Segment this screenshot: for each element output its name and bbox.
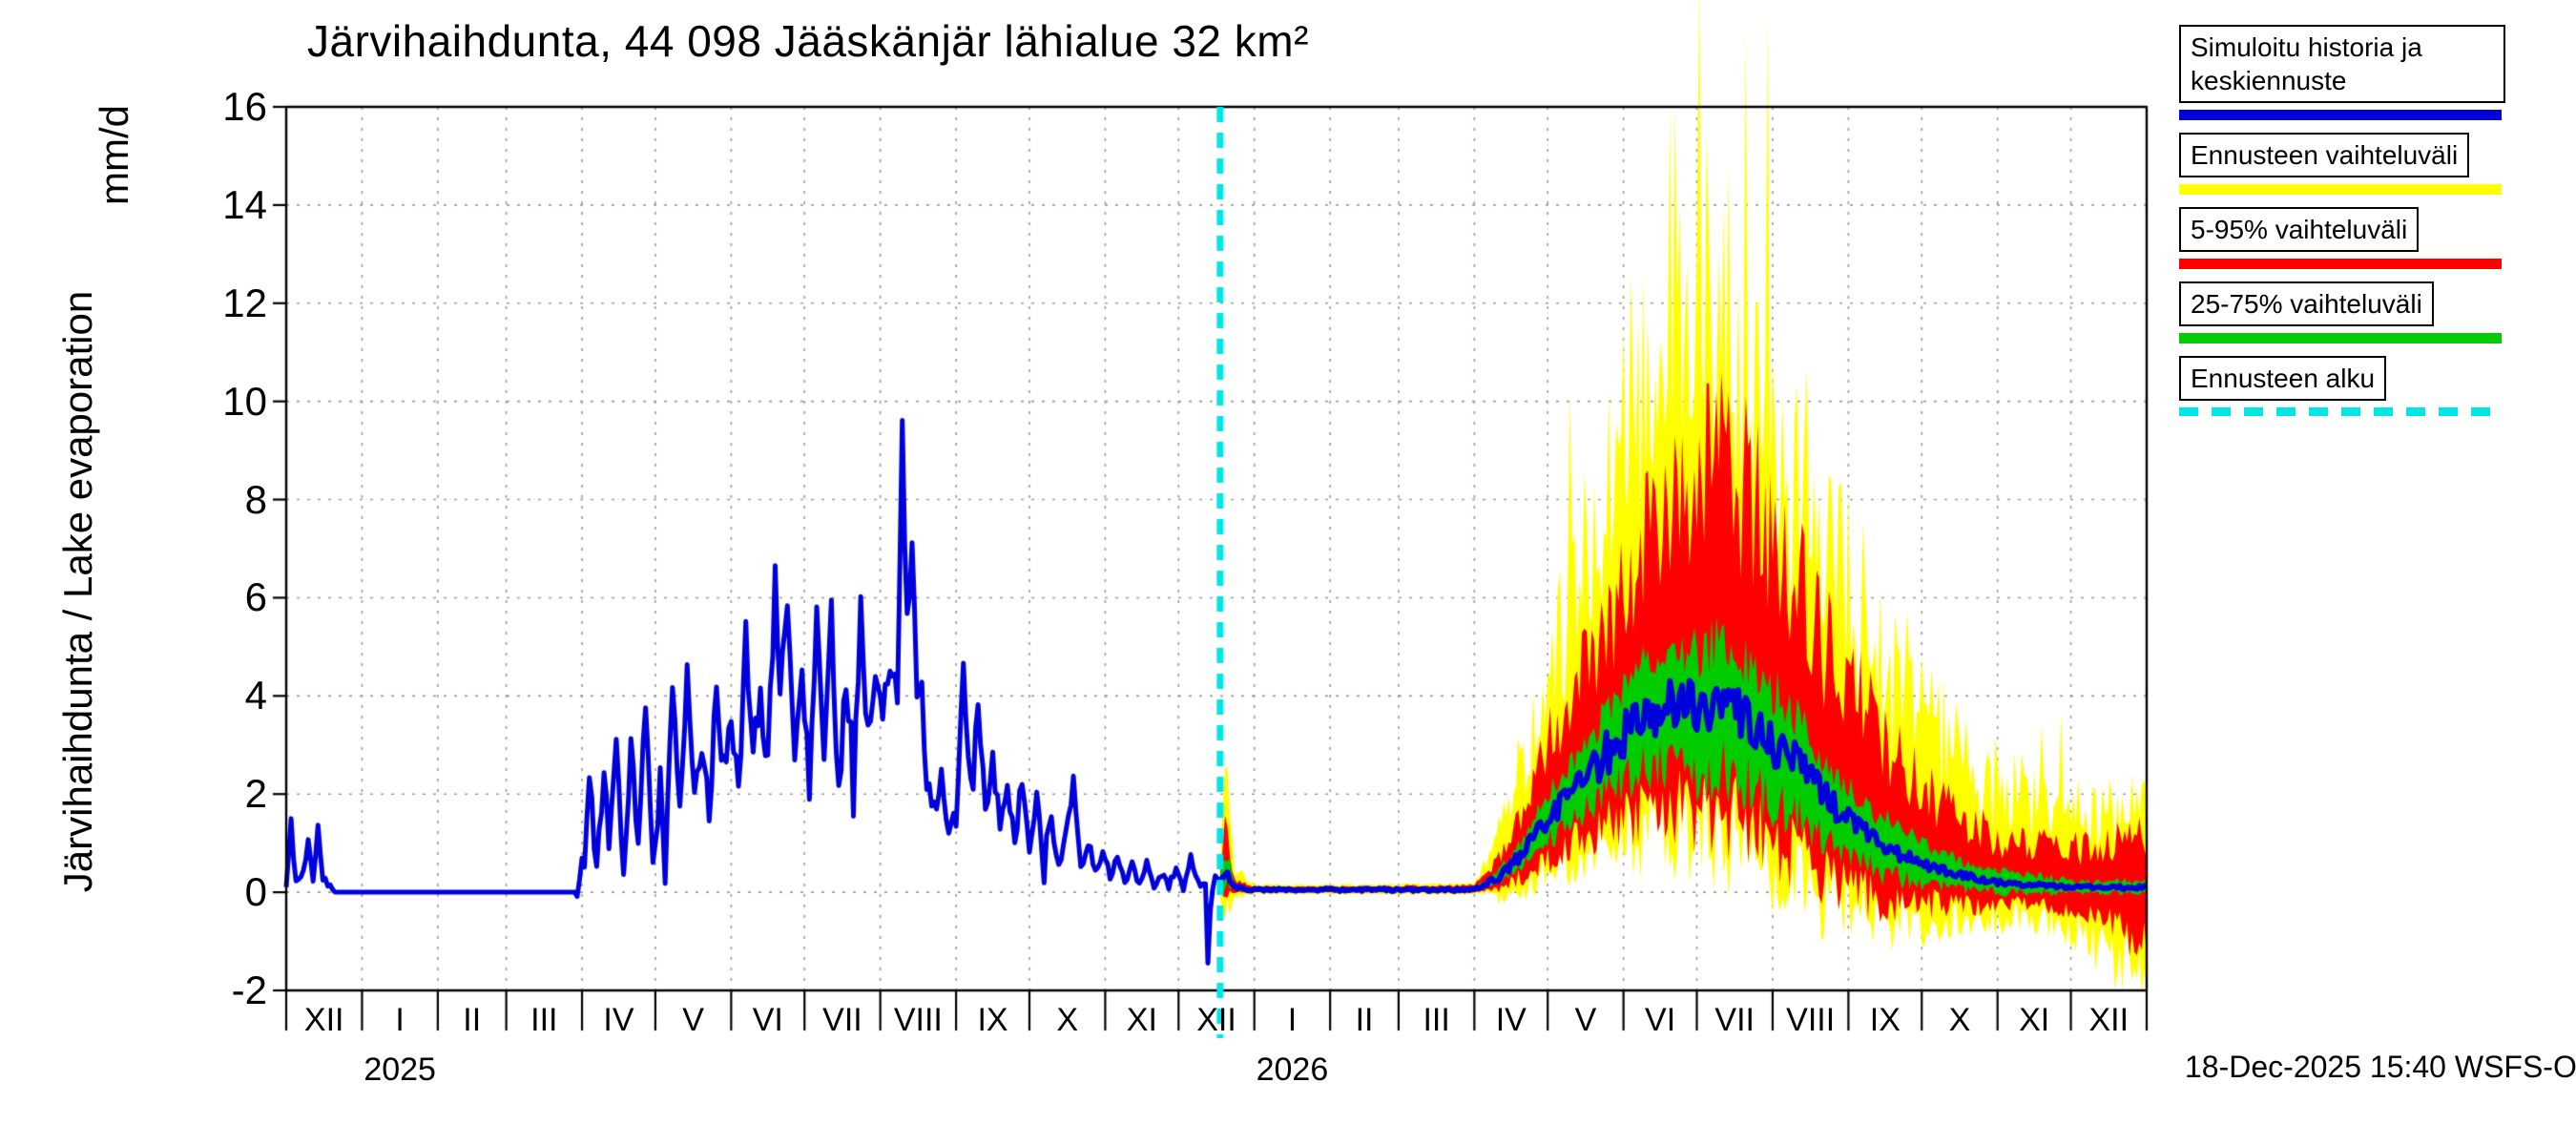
legend-line [2179,259,2502,269]
x-month-label: XII [2088,1002,2129,1038]
x-month-label: II [463,1002,482,1038]
y-tick-label: 14 [222,181,267,227]
x-month-label: IX [977,1002,1008,1038]
legend-entry-2: 5-95% vaihteluväli [2179,207,2523,269]
legend-label: 5-95% vaihteluväli [2179,207,2420,252]
legend-entry-1: Ennusteen vaihteluväli [2179,133,2523,195]
legend: Simuloitu historia ja keskiennuste Ennust… [2179,25,2523,428]
x-month-label: III [530,1002,558,1038]
x-month-label: IX [1869,1002,1901,1038]
y-tick-label: 0 [244,869,267,915]
x-month-label: I [1287,1002,1298,1038]
legend-label: Ennusteen alku [2179,356,2387,401]
x-month-label: V [1574,1002,1597,1038]
y-tick-label: 6 [244,574,267,620]
timestamp: 18-Dec-2025 15:40 WSFS-O [2185,1050,2576,1084]
legend-entry-3: 25-75% vaihteluväli [2179,281,2523,344]
x-month-label: IV [603,1002,634,1038]
year-label: 2025 [364,1051,436,1088]
legend-label: 25-75% vaihteluväli [2179,281,2434,326]
y-axis-label: Järvihaihdunta / Lake evaporation [55,290,100,893]
x-month-label: X [1056,1002,1079,1038]
legend-line [2179,110,2502,120]
x-month-label: III [1423,1002,1450,1038]
y-tick-label: -2 [231,968,267,1012]
y-axis-unit: mm/d [92,105,136,205]
legend-line [2179,184,2502,195]
x-month-label: VIII [893,1002,943,1038]
x-month-label: VIII [1786,1002,1836,1038]
chart-title: Järvihaihdunta, 44 098 Jääskänjär lähial… [307,16,1309,66]
y-tick-label: 12 [222,280,267,325]
x-month-label: XI [2019,1002,2050,1038]
x-month-label: II [1355,1002,1374,1038]
x-month-label: XI [1126,1002,1157,1038]
legend-label: Simuloitu historia ja keskiennuste [2179,25,2505,103]
legend-entry-4: Ennusteen alku [2179,356,2523,416]
y-tick-label: 2 [244,771,267,817]
x-month-label: VII [822,1002,862,1038]
y-tick-label: 10 [222,378,267,424]
legend-entry-0: Simuloitu historia ja keskiennuste [2179,25,2523,120]
x-month-label: VI [752,1002,783,1038]
legend-line [2179,333,2502,344]
x-month-label: V [682,1002,704,1038]
y-tick-label: 8 [244,476,267,522]
x-month-label: VI [1645,1002,1676,1038]
x-month-label: X [1948,1002,1971,1038]
legend-line [2179,407,2502,416]
x-month-label: XII [1196,1002,1236,1038]
y-tick-label: 16 [222,84,267,129]
y-tick-label: 4 [244,673,267,718]
x-month-label: I [395,1002,405,1038]
x-month-label: VII [1714,1002,1755,1038]
legend-label: Ennusteen vaihteluväli [2179,133,2470,177]
x-month-label: IV [1495,1002,1527,1038]
x-month-label: XII [303,1002,344,1038]
year-label: 2026 [1256,1051,1329,1088]
